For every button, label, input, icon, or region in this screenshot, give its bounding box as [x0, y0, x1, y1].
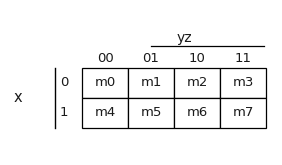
Text: m5: m5 — [140, 106, 162, 119]
Text: x: x — [14, 90, 22, 105]
Bar — [174, 98, 220, 128]
Text: 10: 10 — [189, 51, 206, 65]
Text: 00: 00 — [97, 51, 113, 65]
Text: m0: m0 — [94, 77, 116, 89]
Text: m4: m4 — [94, 106, 116, 119]
Bar — [128, 98, 174, 128]
Bar — [220, 98, 266, 128]
Bar — [174, 68, 220, 98]
Text: yz: yz — [176, 31, 192, 45]
Text: m6: m6 — [186, 106, 208, 119]
Text: m7: m7 — [232, 106, 254, 119]
Text: 01: 01 — [143, 51, 159, 65]
Text: m3: m3 — [232, 77, 254, 89]
Text: m1: m1 — [140, 77, 162, 89]
Text: 11: 11 — [235, 51, 252, 65]
Bar — [82, 68, 128, 98]
Text: m2: m2 — [186, 77, 208, 89]
Bar — [82, 98, 128, 128]
Text: 0: 0 — [60, 77, 68, 89]
Bar — [128, 68, 174, 98]
Text: 1: 1 — [60, 106, 68, 119]
Bar — [220, 68, 266, 98]
